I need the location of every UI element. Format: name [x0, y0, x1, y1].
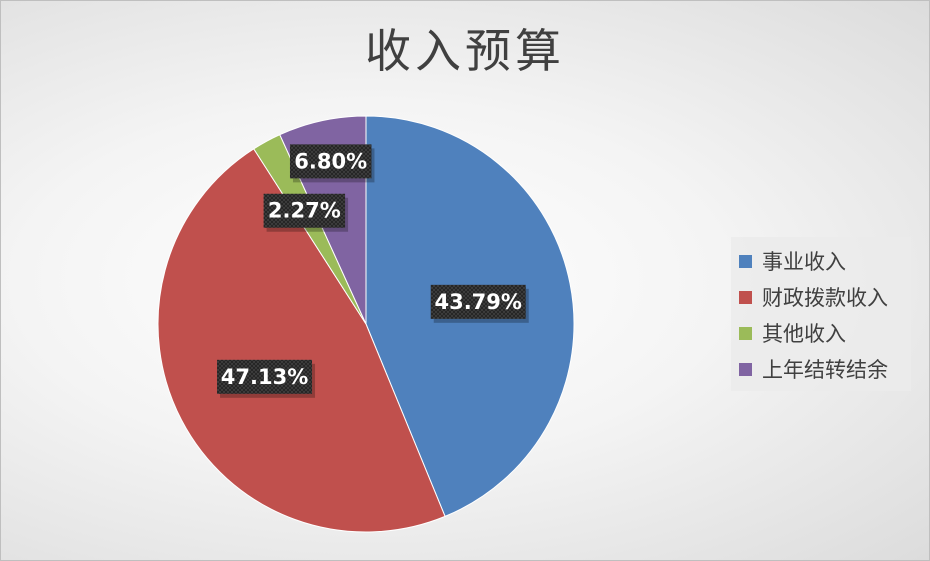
- data-label-text: 6.80%: [294, 149, 367, 173]
- data-label-text: 47.13%: [221, 365, 308, 389]
- data-label: 47.13%: [217, 359, 316, 398]
- legend-item: 上年结转结余: [739, 351, 911, 387]
- legend-swatch: [739, 254, 752, 268]
- legend-swatch: [739, 290, 752, 304]
- legend-swatch: [739, 362, 752, 376]
- data-label: 2.27%: [263, 193, 349, 232]
- legend-item: 其他收入: [739, 315, 911, 351]
- pie-slice: [157, 148, 446, 533]
- legend-label: 其他收入: [762, 322, 846, 346]
- data-label-box: [289, 144, 372, 179]
- legend-item: 财政拨款收入: [739, 279, 911, 315]
- data-label-box: [430, 284, 526, 319]
- data-label-box: [217, 359, 313, 394]
- legend-item: 事业收入: [739, 243, 911, 279]
- data-label-text: 2.27%: [268, 199, 341, 223]
- legend-label: 事业收入: [762, 250, 846, 274]
- legend-label: 上年结转结余: [762, 358, 888, 382]
- chart-title: 收入预算: [365, 24, 565, 78]
- legend-swatch: [739, 326, 752, 340]
- data-label: 6.80%: [289, 144, 375, 183]
- data-label-text: 43.79%: [434, 290, 521, 314]
- legend-label: 财政拨款收入: [762, 286, 888, 310]
- legend: 事业收入 财政拨款收入 其他收入 上年结转结余: [731, 237, 911, 391]
- data-label: 43.79%: [430, 284, 529, 323]
- data-label-box: [263, 193, 346, 228]
